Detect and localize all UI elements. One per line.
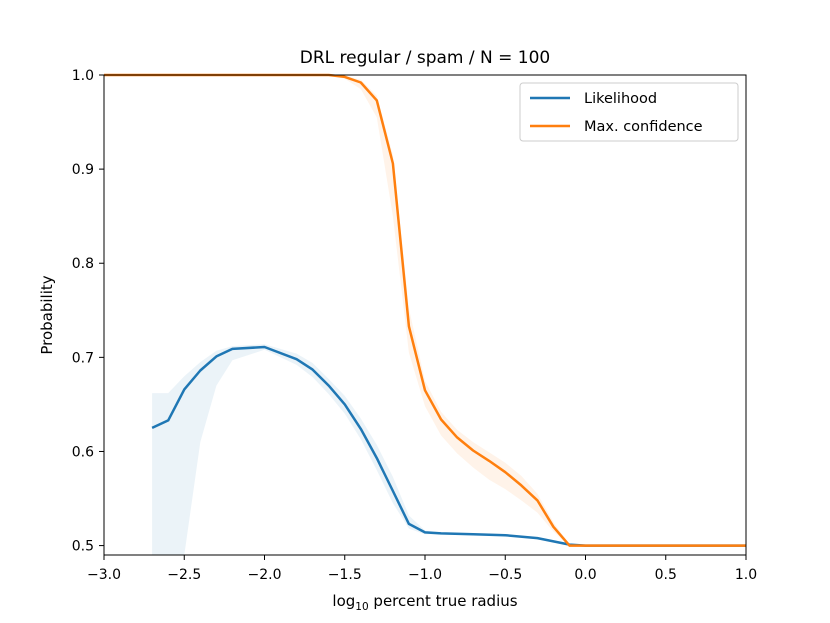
y-axis-label: Probability — [38, 275, 56, 354]
x-axis-label: log10 percent true radius — [332, 592, 517, 613]
y-tick-label: 0.7 — [72, 350, 94, 366]
legend-frame — [519, 82, 739, 142]
band-likelihood — [152, 344, 747, 555]
y-tick-label: 0.9 — [72, 162, 94, 178]
y-tick-label: 0.6 — [72, 444, 94, 460]
legend-label-likelihood: Likelihood — [584, 91, 657, 107]
legend: Likelihood Max. confidence — [519, 82, 739, 142]
x-tick-label: −2.5 — [167, 567, 201, 583]
y-tick-label: 0.8 — [72, 256, 94, 272]
y-tick-label: 1.0 — [72, 68, 94, 84]
x-tick-label: −1.5 — [328, 567, 362, 583]
x-tick-label: 0.5 — [655, 567, 677, 583]
x-tick-label: 1.0 — [735, 567, 757, 583]
band-max-confidence — [104, 75, 746, 547]
x-tick-label: −0.5 — [488, 567, 522, 583]
x-tick-label: −2.0 — [248, 567, 282, 583]
y-tick-label: 0.5 — [72, 539, 94, 555]
series-line-max-confidence — [104, 73, 746, 547]
legend-label-max-confidence: Max. confidence — [584, 119, 703, 135]
series-line-likelihood — [151, 345, 746, 547]
plot-frame — [103, 74, 747, 556]
x-tick-label: −1.0 — [408, 567, 442, 583]
x-tick-label: −3.0 — [87, 567, 121, 583]
chart-title: DRL regular / spam / N = 100 — [300, 48, 550, 68]
x-tick-label: 0.0 — [574, 567, 596, 583]
